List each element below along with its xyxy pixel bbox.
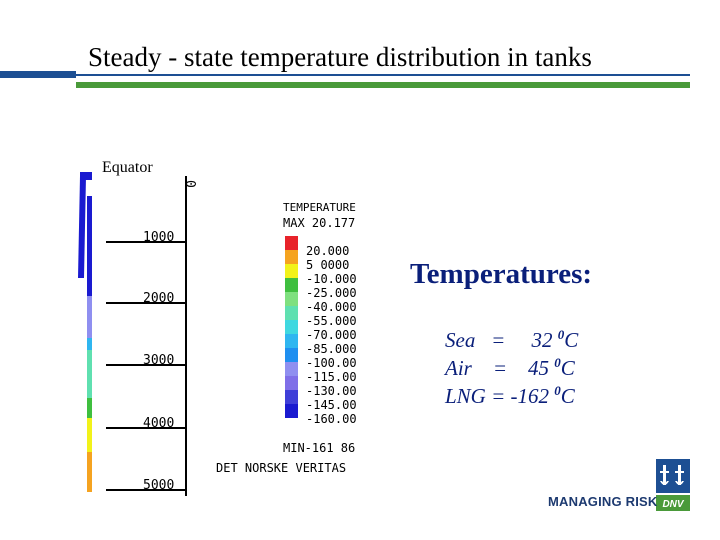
slide-title: Steady - state temperature distribution … (88, 42, 592, 72)
header-rule-green (76, 82, 690, 88)
legend-level-label: -160.00 (306, 412, 357, 426)
legend-level-label: -145.00 (306, 398, 357, 412)
legend-level-label: 5 0000 (306, 258, 349, 272)
header-accent-bar (0, 71, 76, 78)
credit-label: DET NORSKE VERITAS (216, 461, 346, 475)
legend-level-label: -10.000 (306, 272, 357, 286)
legend-level-label: -40.000 (306, 300, 357, 314)
equator-label: Equator (102, 159, 153, 176)
depth-tick-label: 3000 (143, 353, 174, 368)
legend-swatch (285, 404, 298, 418)
legend-swatch (285, 320, 298, 334)
legend-swatch (285, 264, 298, 278)
depth-tick-label: 0 (182, 180, 197, 188)
legend-swatch (285, 362, 298, 376)
legend-swatch (285, 348, 298, 362)
legend-level-label: -85.000 (306, 342, 357, 356)
depth-tick-lines (106, 241, 186, 491)
legend-swatch (285, 236, 298, 250)
legend-swatch (285, 334, 298, 348)
legend-min-label: MIN-161 86 (283, 441, 355, 455)
legend-level-label: -100.00 (306, 356, 357, 370)
legend-level-label: -55.000 (306, 314, 357, 328)
legend-heading: TEMPERATURE (283, 201, 356, 214)
depth-tick-label: 1000 (143, 230, 174, 245)
legend-swatch (285, 278, 298, 292)
header-rule-blue (76, 74, 690, 76)
tank-wall-contour (78, 172, 92, 492)
depth-tick-label: 5000 (143, 478, 174, 493)
legend-swatch (285, 390, 298, 404)
depth-tick-label: 2000 (143, 291, 174, 306)
depth-tick-label: 4000 (143, 416, 174, 431)
managing-risk-tagline: MANAGING RISK (548, 494, 658, 509)
legend-level-label: 20.000 (306, 244, 349, 258)
legend-level-label: -130.00 (306, 384, 357, 398)
legend-max-label: MAX 20.177 (283, 216, 355, 230)
legend-level-label: -70.000 (306, 328, 357, 342)
legend-level-label: -25.000 (306, 286, 357, 300)
legend-level-label: -115.00 (306, 370, 357, 384)
air-temperature: Air = 45 0C (445, 355, 575, 380)
legend-swatch (285, 250, 298, 264)
dnv-logo: DNV (656, 459, 690, 511)
lng-temperature: LNG = -162 0C (445, 383, 575, 408)
legend-swatch (285, 292, 298, 306)
temperatures-heading: Temperatures: (410, 258, 593, 290)
legend-swatch (285, 306, 298, 320)
legend-swatch (285, 376, 298, 390)
dnv-logo-text: DNV (662, 499, 684, 510)
sea-temperature: Sea = 32 0C (445, 327, 579, 352)
